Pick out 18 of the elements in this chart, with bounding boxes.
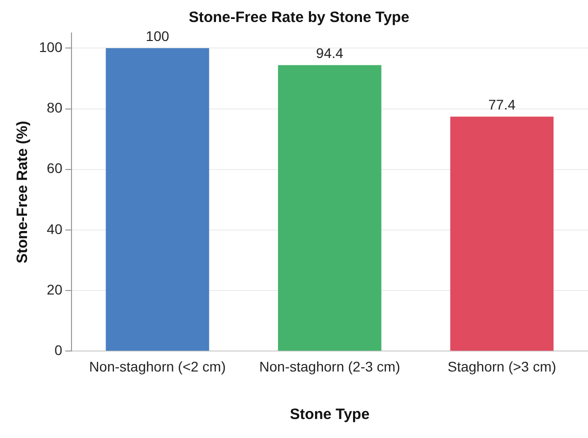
bar (450, 116, 554, 351)
y-tick-label: 0 (54, 342, 63, 358)
x-tick-label: Staghorn (>3 cm) (448, 358, 556, 374)
x-tick-label: Non-staghorn (<2 cm) (89, 358, 226, 374)
y-tick-label: 20 (46, 281, 63, 298)
data-label: 100 (146, 28, 170, 44)
y-tick-label: 40 (46, 220, 63, 237)
x-tick-label: Non-staghorn (2-3 cm) (259, 358, 400, 374)
y-tick-label: 100 (39, 39, 63, 56)
x-axis-title: Stone Type (290, 406, 370, 424)
data-label: 77.4 (488, 96, 516, 112)
bar (278, 65, 382, 351)
y-tick-label: 80 (46, 100, 63, 116)
y-tick-label: 60 (46, 160, 63, 176)
y-axis-title: Stone-Free Rate (%) (14, 120, 32, 264)
bar (106, 48, 210, 351)
data-label: 94.4 (316, 44, 344, 61)
chart-title: Stone-Free Rate by Stone Type (188, 9, 410, 26)
